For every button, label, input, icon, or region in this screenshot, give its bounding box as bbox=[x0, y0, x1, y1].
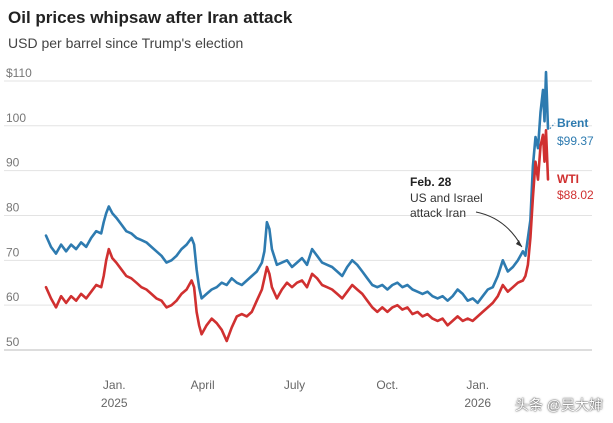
y-tick-label: 70 bbox=[6, 245, 20, 259]
annotation-text: US and Israel bbox=[410, 191, 483, 205]
x-tick-year: 2025 bbox=[101, 396, 128, 410]
x-tick-label: July bbox=[284, 378, 305, 392]
series-line-brent bbox=[44, 70, 550, 305]
series-line-wti bbox=[44, 129, 550, 343]
y-tick-label: $110 bbox=[6, 66, 32, 80]
annotation-arrowhead bbox=[515, 240, 522, 247]
chart-title: Oil prices whipsaw after Iran attack bbox=[8, 8, 293, 27]
series-name-wti: WTI bbox=[557, 172, 579, 186]
series-last-value-brent: $99.37 bbox=[557, 134, 594, 148]
annotation-title: Feb. 28 bbox=[410, 175, 452, 189]
x-tick-label: April bbox=[191, 378, 215, 392]
watermark: 头条 @吴大婶 bbox=[514, 397, 603, 413]
series-last-value-wti: $88.02 bbox=[557, 188, 594, 202]
x-tick-label: Jan. bbox=[466, 378, 489, 392]
annotation-arrow bbox=[475, 211, 523, 248]
x-axis-ticks: Jan. 2025 April July Oct. Jan. 2026 bbox=[101, 378, 491, 410]
series-name-brent: Brent bbox=[557, 116, 588, 130]
y-tick-label: 50 bbox=[6, 335, 20, 349]
y-tick-label: 60 bbox=[6, 290, 20, 304]
annotation-text: attack Iran bbox=[410, 206, 466, 220]
series-lines bbox=[44, 70, 550, 343]
y-tick-label: 80 bbox=[6, 200, 20, 214]
chart-subtitle: USD per barrel since Trump's election bbox=[8, 35, 244, 51]
series-labels: Brent $99.37 WTI $88.02 bbox=[549, 116, 594, 202]
y-tick-label: 100 bbox=[6, 111, 26, 125]
y-axis-ticks: $110 100 90 80 70 60 50 bbox=[6, 66, 32, 349]
brent-label-connector bbox=[549, 122, 556, 129]
grid-lines bbox=[4, 80, 592, 351]
y-tick-label: 90 bbox=[6, 156, 20, 170]
x-tick-label: Oct. bbox=[376, 378, 398, 392]
x-tick-year: 2026 bbox=[464, 396, 491, 410]
x-tick-label: Jan. bbox=[103, 378, 126, 392]
